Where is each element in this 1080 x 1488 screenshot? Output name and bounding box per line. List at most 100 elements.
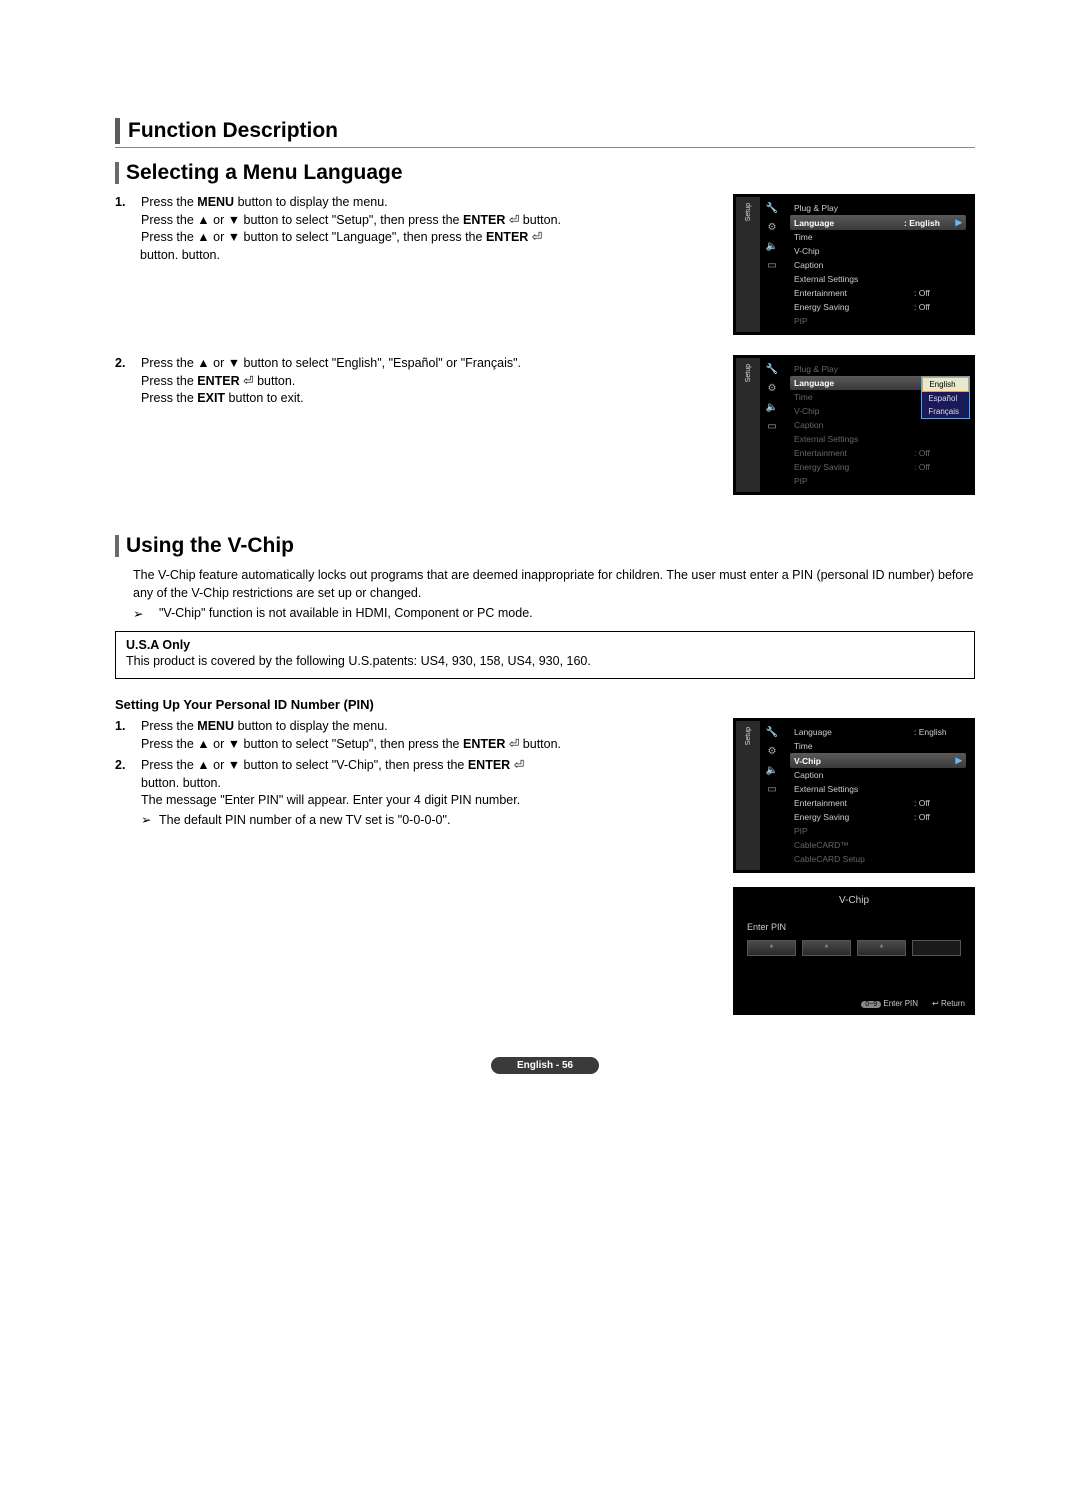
osd-item[interactable]: Caption bbox=[790, 258, 966, 272]
step1-row: 1. Press the MENU button to display the … bbox=[115, 194, 975, 349]
enter-icon: ⏎ bbox=[514, 758, 524, 772]
osd-item[interactable]: External Settings bbox=[790, 782, 966, 796]
dropdown-option[interactable]: Español bbox=[922, 392, 969, 405]
osd-item[interactable]: Time bbox=[790, 230, 966, 244]
note-text: The default PIN number of a new TV set i… bbox=[159, 812, 450, 830]
osd-item: External Settings bbox=[790, 432, 966, 446]
osd-item[interactable]: Entertainment: Off bbox=[790, 796, 966, 810]
text-fragment: button. bbox=[183, 776, 221, 790]
page-number: English - 56 bbox=[491, 1057, 599, 1074]
pin-steps-text: 1. Press the MENU button to display the … bbox=[115, 718, 715, 1015]
step-number: 1. bbox=[115, 194, 141, 264]
osd-item[interactable]: Time bbox=[790, 739, 966, 753]
gear-icon: ⚙ bbox=[765, 381, 779, 395]
note-text: "V-Chip" function is not available in HD… bbox=[159, 606, 533, 621]
osd-item-label: Energy Saving bbox=[794, 462, 914, 472]
page-content: Function Description Selecting a Menu La… bbox=[115, 115, 975, 1074]
osd-item-label: Energy Saving bbox=[794, 302, 914, 312]
osd-item-label: V-Chip bbox=[794, 246, 962, 256]
wrench-icon: 🔧 bbox=[765, 362, 779, 376]
text-fragment: button. bbox=[182, 248, 220, 262]
osd-sidebar-label: Setup bbox=[745, 203, 752, 221]
osd-item-value: : Off bbox=[914, 462, 962, 472]
osd-item-label: Time bbox=[794, 741, 962, 751]
text-fragment: Press the ▲ or ▼ button to select "Setup… bbox=[141, 737, 463, 751]
osd-item-value: : Off bbox=[914, 448, 962, 458]
enter-icon: ⏎ bbox=[243, 374, 253, 388]
enter-icon: ⏎ bbox=[509, 213, 519, 227]
input-icon: ▭ bbox=[765, 782, 779, 796]
pin-digit[interactable]: * bbox=[802, 940, 851, 956]
note-mark-icon: ➢ bbox=[133, 606, 159, 621]
osd-item[interactable]: Energy Saving: Off bbox=[790, 300, 966, 314]
wrench-icon: 🔧 bbox=[765, 725, 779, 739]
text-fragment: Press the bbox=[141, 374, 197, 388]
language-dropdown[interactable]: English Español Français bbox=[921, 376, 970, 419]
osd-item-label: CableCARD™ bbox=[794, 840, 962, 850]
chevron-right-icon: ▶ bbox=[952, 217, 962, 228]
pin-digit[interactable]: * bbox=[857, 940, 906, 956]
osd-item[interactable]: External Settings bbox=[790, 272, 966, 286]
enter-button-label: ENTER bbox=[463, 737, 509, 751]
text-fragment: button. bbox=[519, 737, 561, 751]
step-number: 1. bbox=[115, 718, 141, 753]
pin-digit-empty[interactable] bbox=[912, 940, 961, 956]
heading-vchip: Using the V-Chip bbox=[115, 531, 975, 561]
osd-item-selected[interactable]: Language : English ▶ bbox=[790, 215, 966, 230]
osd-item-value: : Off bbox=[914, 302, 962, 312]
vchip-intro: The V-Chip feature automatically locks o… bbox=[133, 567, 975, 602]
heading-bar-icon bbox=[115, 118, 120, 144]
heading-function-text: Function Description bbox=[128, 119, 338, 143]
osd-item-label: External Settings bbox=[794, 274, 962, 284]
step1-text: 1. Press the MENU button to display the … bbox=[115, 194, 715, 349]
gear-icon: ⚙ bbox=[765, 744, 779, 758]
usa-body: This product is covered by the following… bbox=[126, 654, 964, 668]
step-number: 2. bbox=[115, 757, 141, 829]
osd-item-label: Energy Saving bbox=[794, 812, 914, 822]
menu-button-label: MENU bbox=[197, 195, 237, 209]
input-icon: ▭ bbox=[765, 258, 779, 272]
osd-item-label: Entertainment bbox=[794, 448, 914, 458]
chevron-right-icon: ▶ bbox=[952, 755, 962, 766]
text-fragment: Press the bbox=[141, 195, 197, 209]
text-fragment: button to display the menu. bbox=[238, 195, 388, 209]
vchip-footer: 0~9 Enter PIN ↩ Return bbox=[737, 996, 971, 1011]
text-fragment: button. bbox=[519, 213, 561, 227]
text-fragment: button. bbox=[254, 374, 296, 388]
text-fragment: Press the ▲ or ▼ button to select "Setup… bbox=[141, 213, 463, 227]
osd-item[interactable]: Plug & Play bbox=[790, 201, 966, 215]
pin-digit[interactable]: * bbox=[747, 940, 796, 956]
osd-sidebar-label: Setup bbox=[745, 364, 752, 382]
osd-item-label: External Settings bbox=[794, 434, 962, 444]
osd-item[interactable]: Language: English bbox=[790, 725, 966, 739]
osd-sidebar-label: Setup bbox=[745, 727, 752, 745]
osd-item[interactable]: Entertainment: Off bbox=[790, 286, 966, 300]
heading-selecting-text: Selecting a Menu Language bbox=[126, 161, 403, 185]
osd-item-label: Caption bbox=[794, 420, 962, 430]
osd-item-selected[interactable]: V-Chip ▶ bbox=[790, 753, 966, 768]
footer-hint: 0~9 Enter PIN bbox=[861, 999, 918, 1008]
osd-item-label: Plug & Play bbox=[794, 203, 962, 213]
speaker-icon: 🔈 bbox=[765, 239, 779, 253]
text-fragment: button to display the menu. bbox=[238, 719, 388, 733]
step2-text: 2. Press the ▲ or ▼ button to select "En… bbox=[115, 355, 715, 509]
osd-panel-3: Setup 🔧 ⚙ 🔈 ▭ Language: English Time V-C… bbox=[733, 718, 975, 1015]
osd-item-label: V-Chip bbox=[794, 756, 904, 766]
dropdown-option[interactable]: Français bbox=[922, 405, 969, 418]
menu-button-label: MENU bbox=[197, 719, 237, 733]
osd-item-label: Caption bbox=[794, 260, 962, 270]
wrench-icon: 🔧 bbox=[765, 201, 779, 215]
osd-item-disabled: PIP bbox=[790, 824, 966, 838]
speaker-icon: 🔈 bbox=[765, 763, 779, 777]
step-item: 2. Press the ▲ or ▼ button to select "V-… bbox=[115, 757, 715, 829]
text-fragment: Press the bbox=[141, 391, 197, 405]
dropdown-option-selected[interactable]: English bbox=[922, 377, 969, 392]
osd-item[interactable]: Caption bbox=[790, 768, 966, 782]
vchip-pin-panel: V-Chip Enter PIN * * * 0~9 Enter PIN ↩ R… bbox=[733, 887, 975, 1015]
step-body: Press the MENU button to display the men… bbox=[141, 718, 561, 753]
osd-item-label: Caption bbox=[794, 770, 962, 780]
heading-vchip-text: Using the V-Chip bbox=[126, 534, 294, 558]
osd-item[interactable]: V-Chip bbox=[790, 244, 966, 258]
osd-item-label: Language bbox=[794, 218, 904, 228]
osd-item[interactable]: Energy Saving: Off bbox=[790, 810, 966, 824]
